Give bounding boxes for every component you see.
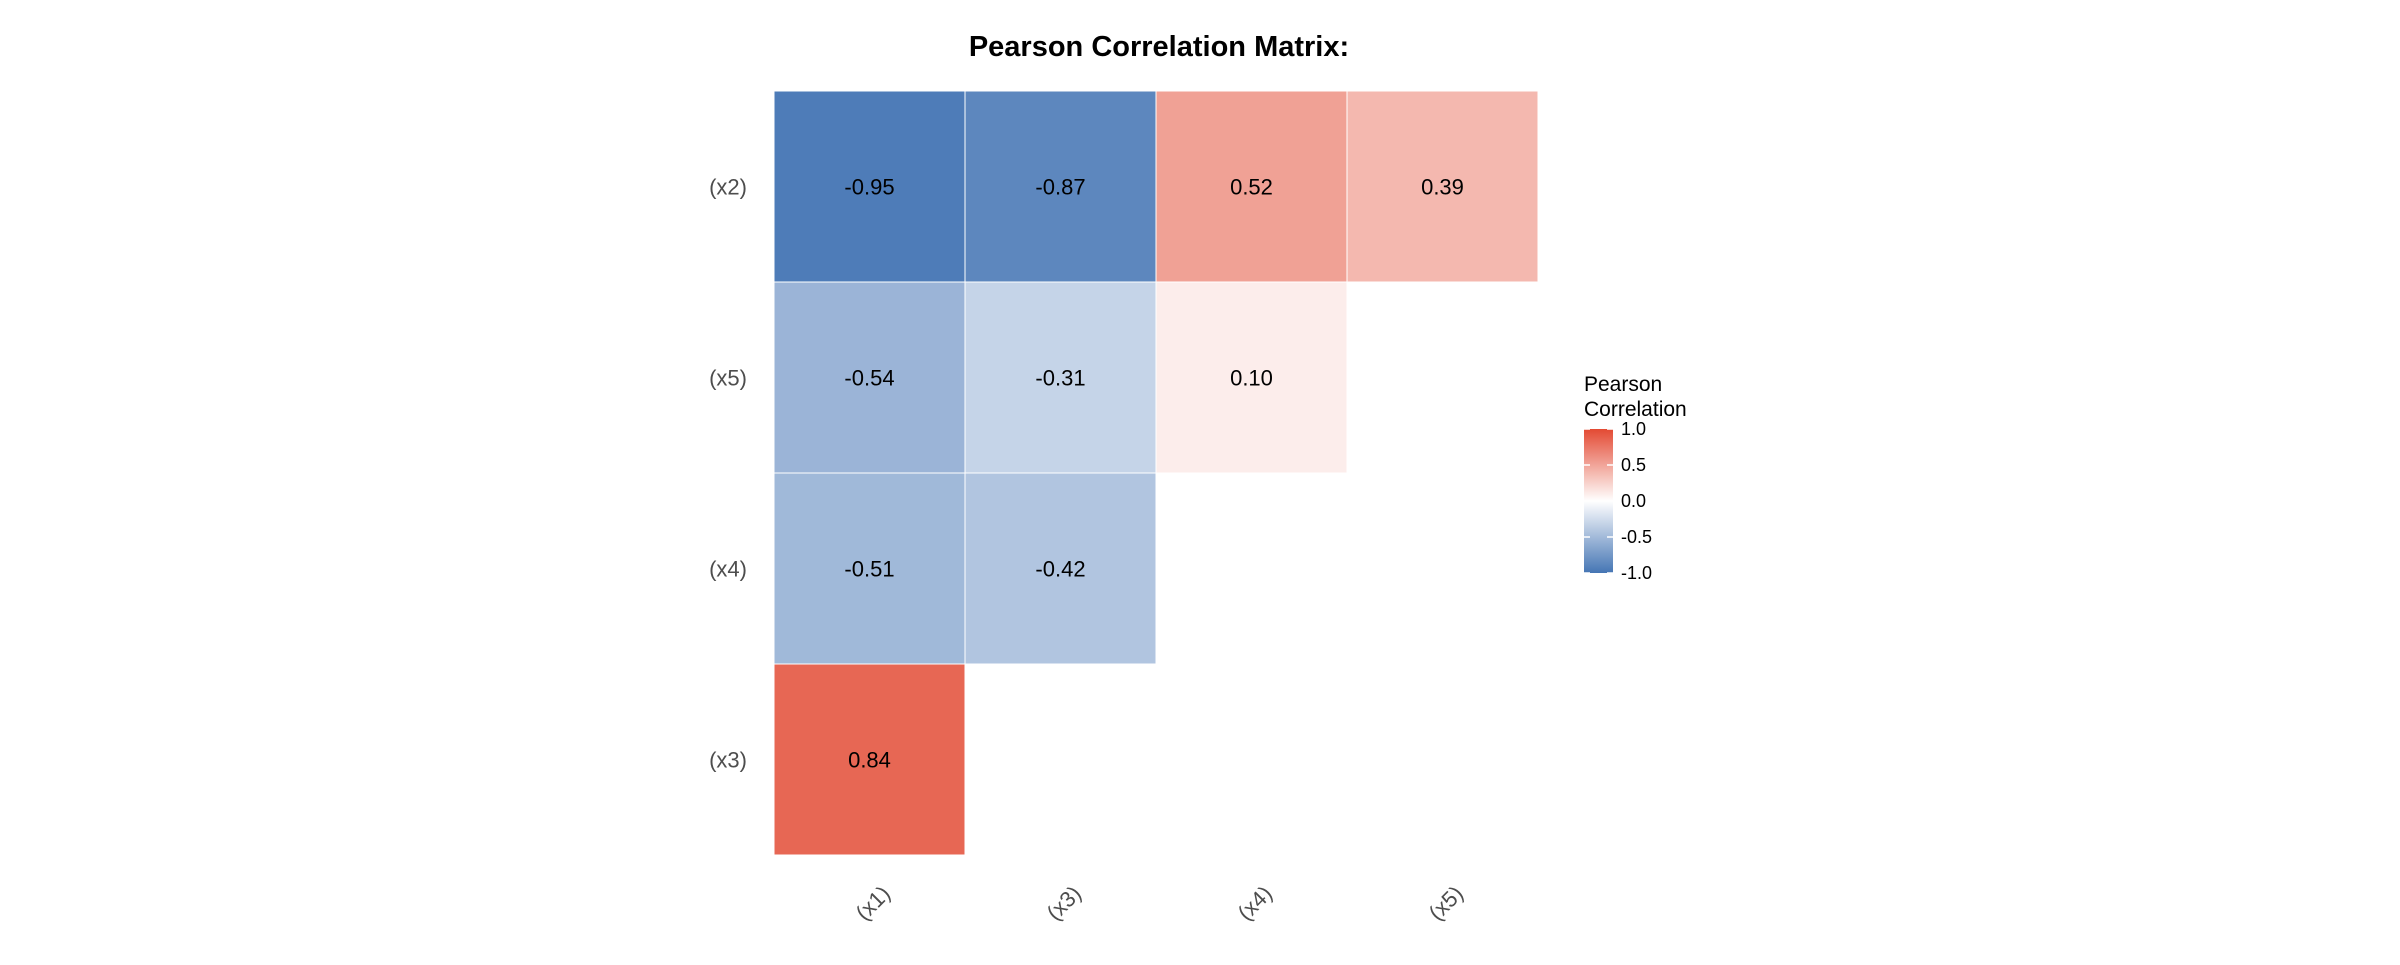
heatmap-cell-x4-x2 [1155, 90, 1348, 283]
x-axis: (x1) (x3) (x4) (x5) [851, 881, 1468, 925]
legend-tick-label-0-5: 0.5 [1621, 455, 1646, 475]
legend-tick-label-neg1-0: -1.0 [1621, 563, 1652, 583]
heatmap-cell-x4-x5 [1155, 281, 1348, 474]
cell-value-label-x4-x2: 0.52 [1230, 175, 1273, 200]
y-tick-label-x4: (x4) [709, 557, 747, 582]
legend-title-line-2: Correlation [1584, 398, 1687, 421]
cell-value-label-x4-x5: 0.10 [1230, 366, 1273, 391]
cell-value-label-x3-x2: -0.87 [1035, 175, 1085, 200]
heatmap-cell-x1-x5 [773, 281, 966, 474]
y-tick-label-x3: (x3) [709, 748, 747, 773]
cell-value-label-x1-x2: -0.95 [844, 175, 894, 200]
legend-ticks: 1.0 0.5 0.0 -0.5 -1.0 [1584, 419, 1652, 583]
x-tick-label-x4: (x4) [1233, 881, 1277, 925]
legend-tick-label-neg0-5: -0.5 [1621, 527, 1652, 547]
heatmap-cell-x5-x2 [1346, 90, 1539, 283]
heatmap-cell-x3-x4 [964, 472, 1157, 665]
y-tick-label-x5: (x5) [709, 366, 747, 391]
x-tick-label-x3: (x3) [1042, 881, 1086, 925]
cell-value-label-x3-x4: -0.42 [1035, 557, 1085, 582]
x-tick-label-x5: (x5) [1424, 881, 1468, 925]
legend-tick-label-1-0: 1.0 [1621, 419, 1646, 439]
cell-value-label-x5-x2: 0.39 [1421, 175, 1464, 200]
cell-value-label-x3-x5: -0.31 [1035, 366, 1085, 391]
heatmap-cell-x3-x5 [964, 281, 1157, 474]
chart-title: Pearson Correlation Matrix: [969, 31, 1349, 63]
heatmap-cells: -0.95 -0.87 0.52 0.39 -0.54 -0.31 0.10 -0.51 -0.… [773, 90, 1539, 856]
legend: Pearson Correlation 1.0 0.5 0.0 -0.5 -1.0 [1584, 373, 1687, 583]
x-tick-label-x1: (x1) [851, 881, 895, 925]
heatmap-cell-x3-x2 [964, 90, 1157, 283]
cell-value-label-x1-x3: 0.84 [848, 748, 891, 773]
legend-title-line-1: Pearson [1584, 373, 1662, 396]
cell-value-label-x1-x4: -0.51 [844, 557, 894, 582]
cell-value-label-x1-x5: -0.54 [844, 366, 894, 391]
heatmap-cell-x1-x2 [773, 90, 966, 283]
y-axis: (x2) (x5) (x4) (x3) [709, 175, 747, 773]
y-tick-label-x2: (x2) [709, 175, 747, 200]
heatmap-cell-x1-x3 [773, 663, 966, 856]
legend-tick-label-0-0: 0.0 [1621, 491, 1646, 511]
heatmap-cell-x1-x4 [773, 472, 966, 665]
